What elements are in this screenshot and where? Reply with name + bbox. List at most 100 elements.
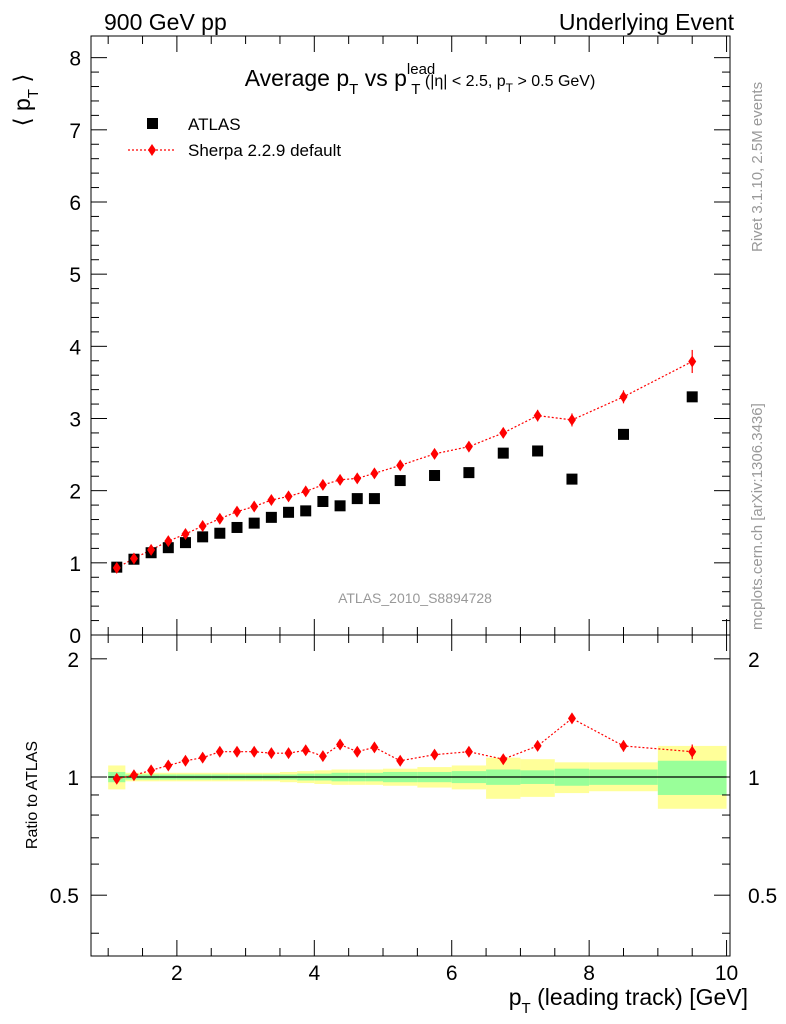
ratio-sherpa-point	[336, 738, 345, 751]
atlas-point	[300, 505, 312, 517]
legend-label-atlas: ATLAS	[188, 115, 241, 134]
sherpa-point	[353, 472, 362, 485]
ratio-y-tick-label-right: 2	[748, 649, 760, 672]
sherpa-point	[267, 494, 276, 507]
ratio-sherpa-point	[147, 764, 156, 777]
side-text-mcplots: mcplots.cern.ch [arXiv:1306.3436]	[749, 403, 766, 630]
ratio-sherpa-point	[181, 754, 190, 767]
atlas-point	[368, 493, 380, 505]
ratio-sherpa-point	[164, 759, 173, 772]
xlabel-main: p	[509, 984, 522, 1010]
y-tick-label: 4	[69, 336, 81, 359]
atlas-point	[197, 531, 209, 543]
ratio-plot-frame	[90, 634, 731, 957]
ratio-plot-ticks	[91, 635, 730, 956]
xlabel-rest: (leading track) [GeV]	[531, 984, 748, 1010]
main-plot-y-tick-labels: 0 1 2 3 4 5 6 7 8	[69, 48, 81, 648]
sherpa-point	[396, 459, 405, 472]
title-sub3: T	[506, 81, 514, 95]
sherpa-point	[112, 561, 121, 574]
y-tick-label: 0	[69, 625, 81, 648]
legend-marker-sherpa	[148, 144, 156, 156]
sherpa-point	[284, 490, 293, 503]
atlas-point	[463, 467, 475, 479]
title-sub2: T	[411, 81, 420, 98]
sherpa-point	[181, 527, 190, 540]
main-plot-ticks	[91, 36, 730, 636]
ratio-sherpa-point	[112, 772, 121, 785]
atlas-point	[214, 527, 226, 539]
ratio-sherpa-point	[353, 745, 362, 758]
ratio-sherpa-point	[370, 741, 379, 754]
sherpa-point	[567, 413, 576, 426]
legend: ATLAS Sherpa 2.2.9 default	[128, 115, 341, 160]
xlabel-sub: T	[522, 1000, 531, 1017]
ratio-sherpa-point	[250, 745, 259, 758]
title-vs: vs p	[358, 65, 407, 91]
ratio-y-tick-label-left: 2	[67, 649, 79, 672]
ratio-plot-marks	[112, 712, 697, 785]
ratio-plot-y-label: Ratio to ATLAS	[24, 741, 41, 849]
atlas-point	[283, 506, 295, 518]
ratio-sherpa-point	[688, 745, 697, 758]
y-tick-label: 3	[69, 408, 81, 431]
ratio-plot-panel: 0.5 0.5 1 1 2 2 2 4 6 8 10 Ratio to ATLAS pT (lea…	[24, 634, 777, 1017]
side-text-rivet: Rivet 3.1.10, 2.5M events	[749, 82, 766, 252]
x-tick-label: 8	[583, 962, 595, 985]
ratio-y-tick-label-left: 1	[67, 767, 79, 790]
sherpa-point	[215, 512, 224, 525]
sherpa-point	[688, 355, 697, 368]
title-paren-a: (|η| < 2.5, p	[420, 73, 505, 90]
atlas-point	[394, 475, 406, 487]
title-main: Average p	[245, 65, 349, 91]
ratio-sherpa-point	[215, 745, 224, 758]
y-tick-label: 6	[69, 192, 81, 215]
header-left: 900 GeV pp	[104, 9, 227, 35]
ratio-sherpa-point	[284, 747, 293, 760]
title-sup: lead	[407, 61, 435, 78]
atlas-point	[532, 445, 544, 457]
ratio-sherpa-point	[499, 753, 508, 766]
legend-marker-atlas	[147, 118, 158, 129]
sherpa-point	[370, 467, 379, 480]
ratio-sherpa-point	[318, 750, 327, 763]
atlas-point	[618, 428, 629, 440]
sherpa-point	[301, 485, 310, 498]
sherpa-point	[198, 520, 207, 533]
atlas-point	[429, 470, 441, 482]
ratio-sherpa-point	[267, 747, 276, 760]
ratio-plot-y-tick-labels: 0.5 0.5 1 1 2 2	[50, 649, 777, 908]
ratio-sherpa-point	[301, 744, 310, 757]
header-right: Underlying Event	[559, 9, 735, 35]
sherpa-point	[619, 390, 628, 403]
atlas-point	[686, 391, 698, 403]
ratio-plot-x-tick-labels: 2 4 6 8 10	[171, 962, 738, 985]
legend-label-sherpa: Sherpa 2.2.9 default	[188, 141, 341, 160]
y-tick-label: 8	[69, 48, 81, 71]
ratio-sherpa-point	[198, 751, 207, 764]
y-tick-label: 7	[69, 120, 81, 143]
sherpa-point	[129, 552, 138, 565]
x-tick-label: 6	[446, 962, 458, 985]
ratio-sherpa-point	[619, 739, 628, 752]
ratio-sherpa-point	[533, 739, 542, 752]
sherpa-point	[430, 447, 439, 460]
y-tick-label: 1	[69, 553, 81, 576]
atlas-point	[248, 517, 260, 529]
sherpa-point	[533, 409, 542, 422]
atlas-point	[317, 495, 329, 507]
sherpa-point	[147, 543, 156, 556]
atlas-point	[497, 447, 509, 459]
ratio-y-tick-label-left: 0.5	[50, 885, 79, 908]
ylabel-open: ⟨ p	[9, 98, 35, 126]
sherpa-point	[499, 426, 508, 439]
main-plot-y-label: ⟨ pT ⟩	[9, 74, 42, 127]
ratio-sherpa-point	[233, 745, 242, 758]
atlas-point	[351, 493, 363, 505]
ratio-sherpa-point	[129, 769, 138, 782]
x-tick-label: 10	[715, 962, 738, 985]
sherpa-point	[336, 473, 345, 486]
ratio-sherpa-point	[464, 745, 473, 758]
